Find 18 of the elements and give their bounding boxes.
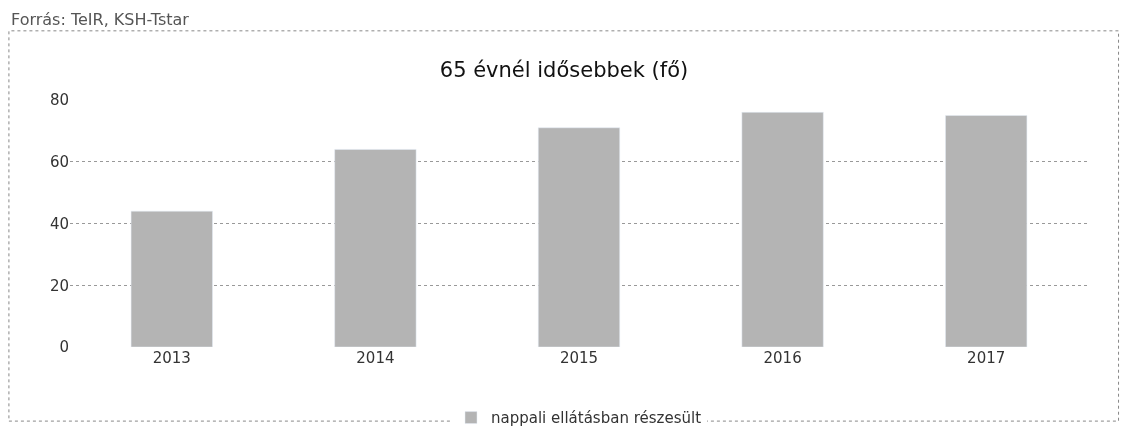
bar — [945, 115, 1028, 347]
y-tick-label: 60 — [49, 153, 69, 171]
y-tick-label: 40 — [49, 214, 69, 233]
x-tick-label: 2017 — [967, 349, 1006, 367]
bar — [130, 210, 213, 347]
y-tick-label: 20 — [49, 276, 69, 295]
legend-label: nappali ellátásban részesült — [491, 409, 702, 428]
chart-title: 65 évnél idősebbek (fő) — [439, 58, 689, 83]
text: Forrás: TeIR, KSH-Tstar — [11, 10, 190, 29]
x-tick-label: 2013 — [152, 349, 191, 367]
y-tick-label: 80 — [49, 91, 69, 110]
x-tick-label: 2016 — [763, 349, 802, 367]
x-tick-label: 2014 — [356, 349, 395, 367]
bar — [334, 149, 417, 347]
y-tick-label: 0 — [59, 338, 69, 357]
bar — [538, 127, 620, 347]
x-tick-label: 2015 — [559, 349, 599, 367]
bar — [741, 112, 824, 347]
